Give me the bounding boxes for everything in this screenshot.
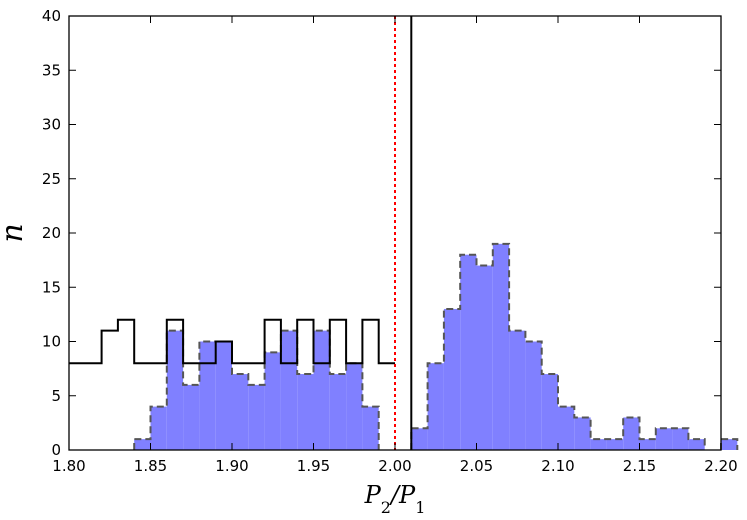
bar <box>509 330 526 450</box>
series-step-line <box>69 318 395 365</box>
x-tick-label: 1.95 <box>297 457 330 475</box>
bar <box>590 439 607 450</box>
bar <box>297 374 314 450</box>
bar <box>672 428 689 450</box>
axis-ticks: 1.80 1.85 1.90 1.95 2.00 2.05 2.10 2.15 2.20 0 5 10… <box>42 7 738 475</box>
bar <box>688 439 705 450</box>
x-tick-label: 2.20 <box>704 457 737 475</box>
bar <box>443 308 461 450</box>
y-tick-label: 40 <box>42 7 61 25</box>
x-axis-label: P2/P1 <box>364 481 426 517</box>
bar <box>639 439 656 450</box>
bar <box>232 374 249 450</box>
bar <box>362 406 379 450</box>
bar <box>541 374 558 450</box>
bar <box>346 363 363 450</box>
y-tick-label: 20 <box>42 224 61 242</box>
x-tick-label: 1.80 <box>52 457 85 475</box>
bar <box>476 265 493 450</box>
y-tick-label: 30 <box>42 116 61 134</box>
bar <box>313 330 330 450</box>
bar <box>248 384 265 450</box>
y-tick-label: 10 <box>42 333 61 351</box>
bar <box>525 341 542 450</box>
y-tick-label: 0 <box>51 441 61 459</box>
bar <box>215 341 232 450</box>
y-tick-label: 5 <box>51 387 61 405</box>
bar <box>655 428 673 450</box>
bar <box>427 363 444 450</box>
series-filled-outline <box>133 329 380 450</box>
bar <box>166 330 184 450</box>
x-tick-label: 2.00 <box>378 457 411 475</box>
bar <box>558 406 575 450</box>
bar <box>411 428 428 450</box>
x-tick-label: 1.85 <box>134 457 167 475</box>
bar <box>183 384 200 450</box>
x-tick-label: 2.15 <box>623 457 656 475</box>
y-tick-label: 15 <box>42 278 61 296</box>
x-tick-label: 2.10 <box>541 457 574 475</box>
series-layer <box>69 242 739 450</box>
bar <box>150 406 167 450</box>
bar <box>574 417 591 450</box>
bar <box>280 330 298 450</box>
bar <box>721 439 738 450</box>
bar <box>623 417 640 450</box>
bar <box>492 243 510 450</box>
bar <box>199 341 216 450</box>
bar <box>460 254 477 450</box>
y-tick-label: 35 <box>42 61 61 79</box>
bar <box>264 352 281 450</box>
x-tick-label: 2.05 <box>460 457 493 475</box>
reference-lines <box>394 16 413 450</box>
bar <box>606 439 624 450</box>
y-tick-label: 25 <box>42 170 61 188</box>
y-axis-label: n <box>0 223 30 242</box>
bar <box>134 439 151 450</box>
x-tick-label: 1.90 <box>215 457 248 475</box>
bar <box>329 374 347 450</box>
series-filled-outline <box>410 242 706 450</box>
